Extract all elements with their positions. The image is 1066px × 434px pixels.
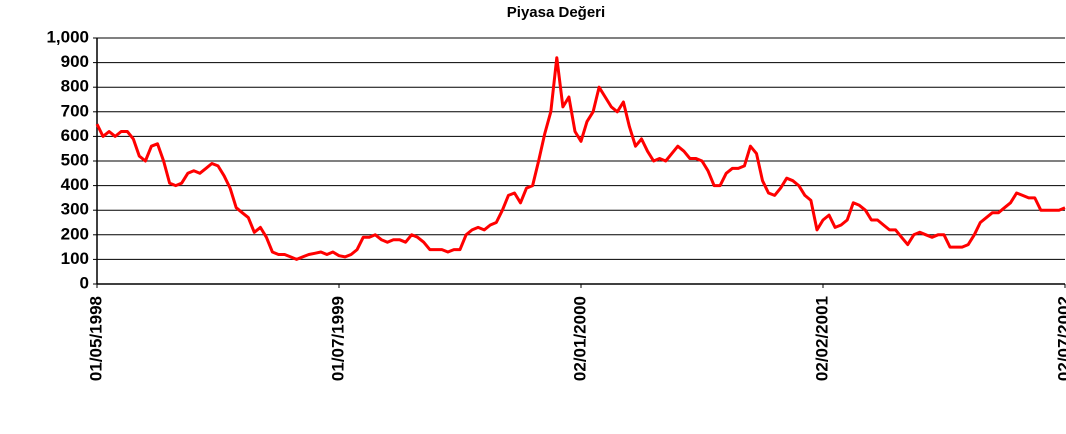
y-tick-label: 600 <box>61 126 89 145</box>
y-tick-label: 300 <box>61 200 89 219</box>
y-tick-label: 400 <box>61 175 89 194</box>
x-tick-label: 02/01/2000 <box>570 296 589 381</box>
x-tick-label: 02/07/2002 <box>1054 296 1066 381</box>
chart-title: Piyasa Değeri <box>507 4 605 21</box>
x-tick-label: 01/07/1999 <box>328 296 347 381</box>
y-tick-label: 700 <box>61 101 89 120</box>
x-tick-label: 01/05/1998 <box>86 296 105 381</box>
y-tick-label: 1,000 <box>46 27 89 46</box>
y-tick-label: 900 <box>61 52 89 71</box>
y-tick-label: 0 <box>80 273 89 292</box>
y-tick-label: 200 <box>61 224 89 243</box>
y-tick-label: 800 <box>61 77 89 96</box>
y-tick-label: 500 <box>61 150 89 169</box>
line-series <box>95 56 1066 261</box>
y-tick-label: 100 <box>61 249 89 268</box>
x-tick-label: 02/02/2001 <box>812 296 831 381</box>
